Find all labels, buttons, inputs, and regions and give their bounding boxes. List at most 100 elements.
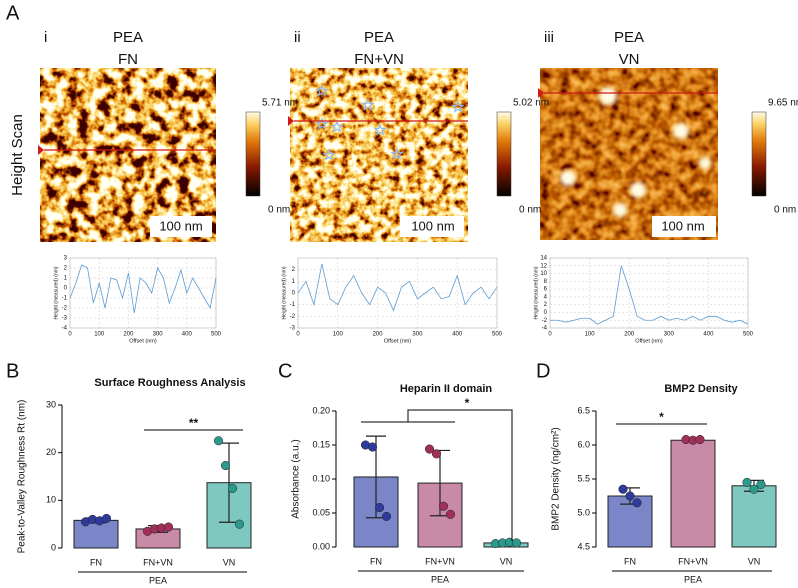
data-point [101,513,112,523]
y-tick-label: 0.00 [312,541,330,551]
x-tick-label: 500 [743,332,754,338]
data-point [374,503,385,513]
y-tick-label: -2 [542,318,548,324]
bar [73,519,119,549]
x-axis-label: Offset (nm) [635,338,663,344]
coating-label: FN [118,51,138,68]
y-tick-label: 4.5 [577,541,590,551]
y-tick-label: 8 [544,279,548,285]
data-point [220,460,231,471]
plot-frame [69,257,217,329]
y-axis-label: Peak-to-Valley Roughness Rt (nm) [17,400,28,554]
data-point [381,511,392,521]
data-point [695,435,705,445]
x-tick-label: 200 [123,332,134,338]
y-axis-label: Height (measured) (nm) [533,266,539,319]
substrate-label: PEA [113,29,143,46]
x-tick-label: 500 [211,332,222,338]
x-tick-label: 400 [182,332,193,338]
data-point [756,479,766,489]
data-point [438,501,449,511]
category-label: FN+VN [143,557,173,567]
scale-bar-label: 100 nm [159,218,202,233]
y-tick-label: 0.05 [312,507,330,517]
category-label: FN+VN [678,556,708,566]
data-point [618,484,628,494]
y-tick-label: 2 [544,302,548,308]
chart-title: Surface Roughness Analysis [94,377,245,389]
y-tick-label: -3 [290,326,296,332]
scale-bar-label: 100 nm [411,218,454,233]
y-tick-label: 4 [544,294,548,300]
y-tick-label: 14 [540,256,547,262]
colorbar-max: 5.71 nm [262,98,298,109]
colorbar-max: 9.65 nm [768,98,798,109]
profile-line [69,264,217,314]
x-axis-label: Offset (nm) [129,338,157,344]
x-tick-label: 200 [624,332,635,338]
y-tick-label: -4 [62,326,68,332]
x-tick-label: 400 [452,332,463,338]
x-tick-label: 100 [333,332,344,338]
data-point [163,522,174,532]
data-point [424,444,435,454]
y-axis-label: Height (measured) (nm) [281,266,287,319]
profile-line [550,265,749,325]
category-label: VN [223,557,236,567]
y-axis-label: BMP2 Density (ng/cm²) [551,427,562,530]
afm-image [38,68,767,242]
y-tick-label: 2 [292,267,296,273]
coating-label: VN [619,51,640,68]
data-point [749,484,759,494]
y-tick-label: 0 [64,286,68,292]
data-point [511,538,522,548]
group-label: PEA [684,574,702,584]
significance-label: * [659,410,664,424]
chart-title: BMP2 Density [664,383,738,395]
panel-label: A [6,2,20,24]
panel-numeral: ii [294,29,301,46]
x-tick-label: 300 [664,332,675,338]
x-tick-label: 200 [373,332,384,338]
substrate-label: PEA [614,29,644,46]
colorbar-min: 0 nm [268,205,290,216]
data-point [227,483,238,493]
plot-frame [549,257,749,329]
y-tick-label: 30 [46,399,56,409]
x-axis-label: Offset (nm) [384,338,412,344]
panel-numeral: i [44,29,47,46]
x-tick-label: 100 [585,332,596,338]
colorbar-min: 0 nm [774,205,796,216]
y-axis-label: Absorbance (a.u.) [291,439,302,519]
colorbar-max: 5.02 nm [513,98,549,109]
y-tick-label: -2 [290,314,296,320]
y-tick-label: 1 [292,279,296,285]
y-tick-label: 12 [540,263,547,269]
x-tick-label: 0 [68,332,72,338]
category-label: VN [748,556,761,566]
colorbar-min: 0 nm [519,205,541,216]
y-tick-label: 1 [64,276,68,282]
y-tick-label: 0 [292,291,296,297]
group-label: PEA [149,575,167,585]
y-tick-label: -2 [62,306,68,312]
x-tick-label: 0 [548,332,552,338]
y-tick-label: 3 [64,256,68,262]
profile-line [297,263,498,312]
x-tick-label: 400 [703,332,714,338]
category-label: VN [500,556,513,566]
y-tick-label: -3 [62,316,68,322]
y-tick-label: 0.15 [312,439,330,449]
x-tick-label: 300 [153,332,164,338]
y-tick-label: 10 [540,271,547,277]
bar [731,485,777,548]
data-point [742,477,752,487]
data-point [445,509,456,519]
y-tick-label: 6.5 [577,405,590,415]
y-tick-label: 5.5 [577,473,590,483]
y-tick-label: 0.10 [312,473,330,483]
panel-numeral: iii [544,29,554,46]
x-tick-label: 0 [296,332,300,338]
y-axis-label: Height (measured) (nm) [53,266,59,319]
